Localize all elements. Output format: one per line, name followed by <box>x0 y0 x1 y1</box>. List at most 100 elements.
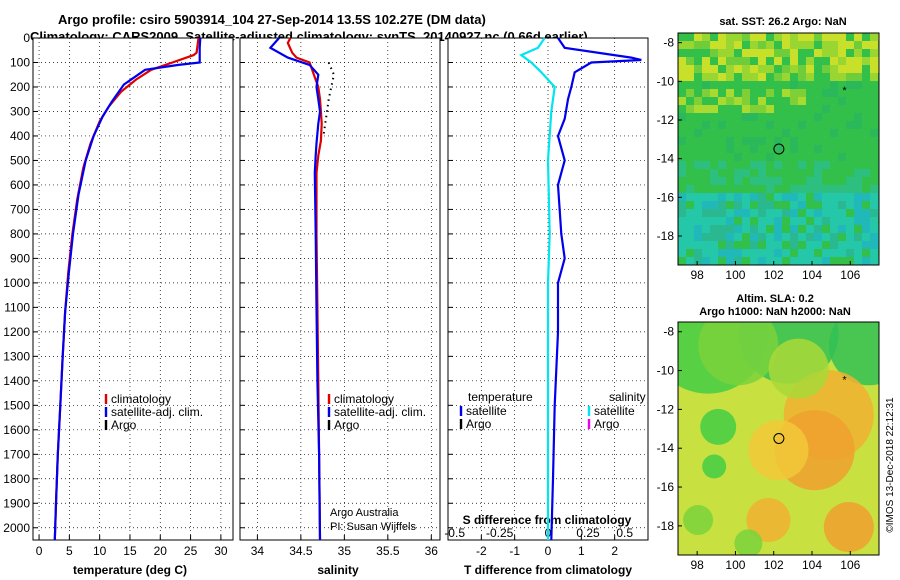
sst-map-cell <box>686 193 694 201</box>
sst-map-cell <box>822 161 830 169</box>
sst-map-cell <box>806 233 814 241</box>
sst-map-cell <box>702 41 710 49</box>
sst-map-cell <box>782 49 790 57</box>
sst-map-cell <box>846 81 854 89</box>
sst-map-cell <box>710 89 718 97</box>
sst-map-cell <box>710 49 718 57</box>
sst-map-cell <box>806 65 814 73</box>
sst-map-cell <box>774 161 782 169</box>
salinity-diff-tick-label: 0.25 <box>576 526 600 540</box>
temperature-xtick-label: 5 <box>66 544 73 558</box>
sst-map-cell <box>846 185 854 193</box>
salinity-diff-tick-label: -0.25 <box>486 526 514 540</box>
sst-map-cell <box>830 129 838 137</box>
sst-map-cell <box>750 137 758 145</box>
depth-tick-label: 200 <box>10 80 30 94</box>
sst-map-cell <box>790 57 798 65</box>
sst-map-cell <box>678 73 686 81</box>
difference-xtick-label: -1 <box>509 544 520 558</box>
temperature-panel: 0 5 10 15 20 25 300100200300400500600700800900… <box>3 31 234 577</box>
depth-tick-label: 2000 <box>3 521 30 535</box>
sst-map-cell <box>742 225 750 233</box>
sst-map-cell <box>774 73 782 81</box>
salinity-xtick-label: 35.5 <box>376 544 400 558</box>
sst-map-cell <box>742 201 750 209</box>
sst-map-cell <box>734 209 742 217</box>
difference-xtick-label: 0 <box>545 544 552 558</box>
sst-map-cell <box>774 241 782 249</box>
sst-map-cell <box>726 97 734 105</box>
sst-map-cell <box>814 33 822 41</box>
sst-map-cell <box>726 225 734 233</box>
sst-map-cell <box>814 217 822 225</box>
sst-map-cell <box>870 209 878 217</box>
sst-map-cell <box>830 233 838 241</box>
sst-map-cell <box>758 33 766 41</box>
depth-tick-label: 1100 <box>4 300 30 314</box>
sst-map-cell <box>678 201 686 209</box>
sst-map-cell <box>870 65 878 73</box>
sst-map-cell <box>782 233 790 241</box>
sst-map-cell <box>822 105 830 113</box>
sst-map-cell <box>686 209 694 217</box>
sst-map-cell <box>862 233 870 241</box>
sst-map-cell <box>694 217 702 225</box>
sst-map-cell <box>766 249 774 257</box>
sla-map-ytick-label: -8 <box>663 325 674 339</box>
sst-map-cell <box>710 41 718 49</box>
sst-map-cell <box>822 89 830 97</box>
sst-map-cell <box>798 65 806 73</box>
sst-map-cell <box>790 185 798 193</box>
diff-temperature-legend-label: satellite <box>466 404 507 418</box>
sst-map-cell <box>798 257 806 265</box>
sst-map-cell <box>742 97 750 105</box>
sst-map-cell <box>854 41 862 49</box>
sst-map-cell <box>734 225 742 233</box>
sst-map-cell <box>678 241 686 249</box>
sst-map-cell <box>678 97 686 105</box>
sst-map-cell <box>846 193 854 201</box>
sst-map-cell <box>806 185 814 193</box>
temperature-xtick-label: 30 <box>214 544 228 558</box>
sst-map-cell <box>726 49 734 57</box>
diff-salinity-legend-label: Argo <box>594 417 620 431</box>
sst-map-cell <box>742 169 750 177</box>
sst-map-cell <box>846 41 854 49</box>
sst-map-cell <box>718 57 726 65</box>
depth-tick-label: 1600 <box>3 423 30 437</box>
sst-map-cell <box>702 57 710 65</box>
sst-map-cell <box>830 89 838 97</box>
sst-map-cell <box>702 217 710 225</box>
sst-map-cell <box>846 233 854 241</box>
sla-map-ytick-label: -16 <box>657 480 675 494</box>
sla-map-blob <box>698 322 779 386</box>
sst-map-cell <box>814 233 822 241</box>
sst-map-cell <box>774 249 782 257</box>
sst-map-cell <box>678 161 686 169</box>
sst-map-cell <box>798 121 806 129</box>
sst-map-cell <box>734 169 742 177</box>
depth-tick-label: 100 <box>10 55 30 69</box>
sst-map-cell <box>734 193 742 201</box>
sst-map-cell <box>822 193 830 201</box>
sst-map-cell <box>798 201 806 209</box>
salinity-legend-label: satellite-adj. clim. <box>334 405 426 419</box>
sst-map-cell <box>774 137 782 145</box>
sst-map-cell <box>734 57 742 65</box>
sst-map-cell <box>694 129 702 137</box>
salinity-panel: 34 34.5 35 35.5 36 climatologysatellite-adj. … <box>239 37 441 577</box>
depth-tick-label: 1300 <box>3 349 30 363</box>
sst-map-cell <box>838 153 846 161</box>
sst-map-cell <box>678 169 686 177</box>
sst-map-cell <box>862 209 870 217</box>
sst-map-title: sat. SST: 26.2 Argo: NaN <box>719 16 846 28</box>
sst-map-cell <box>774 33 782 41</box>
sst-map-cell <box>854 201 862 209</box>
temperature-xtick-label: 15 <box>123 544 137 558</box>
sst-map-cell <box>862 225 870 233</box>
sst-map-panel: sat. SST: 26.2 Argo: NaN 98 100 102 104 106 -8… <box>657 16 880 282</box>
sst-map-cell <box>830 73 838 81</box>
sst-map-cell <box>822 41 830 49</box>
sst-map-cell <box>838 209 846 217</box>
salinity-axis-label: salinity <box>317 563 359 577</box>
